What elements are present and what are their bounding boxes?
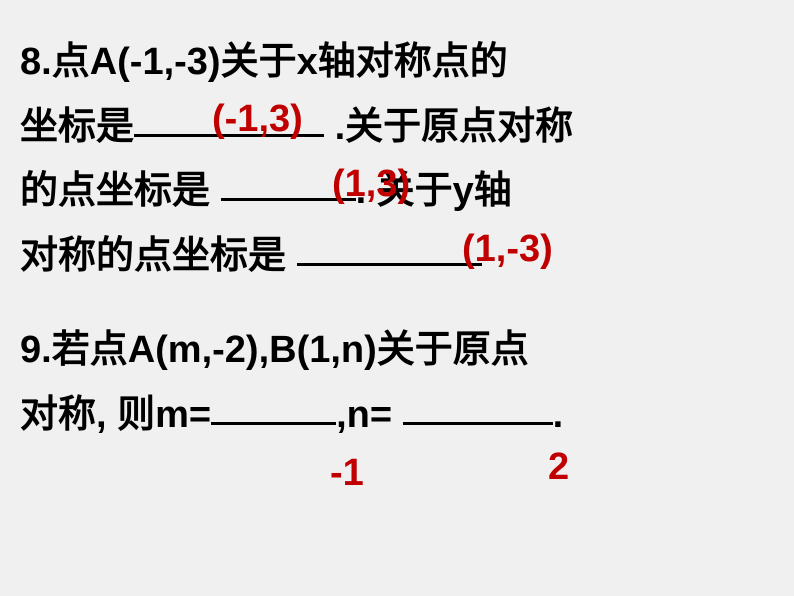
q8-answer3: (1,-3): [462, 228, 553, 271]
q9-answer2: 2: [548, 446, 569, 489]
q9-line2-text1: 对称, 则m=: [20, 394, 211, 436]
q9-blank1: [211, 422, 336, 425]
q8-answer1: (-1,3): [212, 98, 303, 141]
q8-line1: 8.点A(-1,-3)关于x轴对称点的: [20, 30, 774, 95]
question-9: 9.若点A(m,-2),B(1,n)关于原点 对称, 则m= ,n= .: [20, 318, 774, 447]
q8-line4: 对称的点坐标是: [20, 224, 774, 289]
q8-line3-text1: 的点坐标是: [20, 170, 221, 212]
q8-line4-text1: 对称的点坐标是: [20, 235, 297, 277]
question-8: 8.点A(-1,-3)关于x轴对称点的 坐标是 .关于原点对称 的点坐标是 . …: [20, 30, 774, 288]
q9-line1: 9.若点A(m,-2),B(1,n)关于原点: [20, 318, 774, 383]
q9-answer1: -1: [330, 452, 364, 495]
q8-line2-text1: 坐标是: [20, 106, 134, 148]
q8-line2-text2: .关于原点对称: [324, 106, 573, 148]
q9-line2-text2: ,n=: [336, 394, 403, 436]
q9-line2: 对称, 则m= ,n= .: [20, 383, 774, 448]
q9-blank2: [403, 422, 553, 425]
q8-blank3: [297, 263, 482, 266]
slide-content: 8.点A(-1,-3)关于x轴对称点的 坐标是 .关于原点对称 的点坐标是 . …: [20, 30, 774, 566]
q9-line2-text3: .: [553, 394, 564, 436]
q8-answer2: (1,3): [332, 163, 410, 206]
q8-line2: 坐标是 .关于原点对称: [20, 95, 774, 160]
